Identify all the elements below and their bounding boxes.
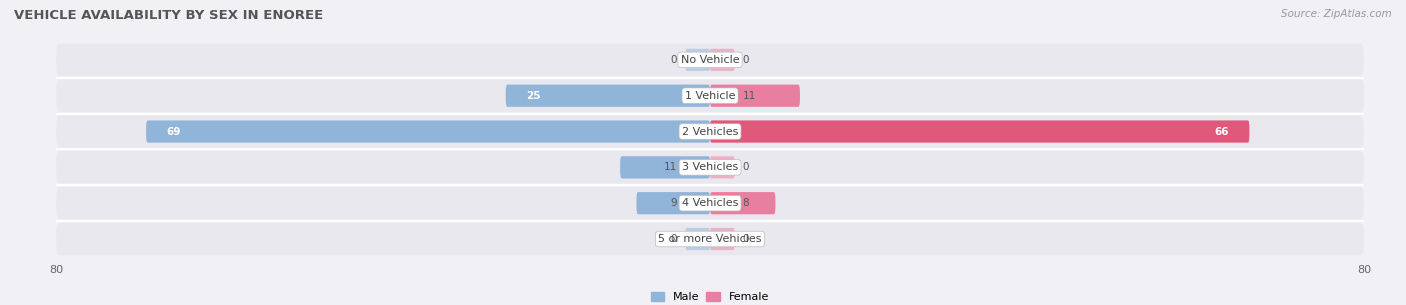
- Text: 0: 0: [671, 234, 678, 244]
- FancyBboxPatch shape: [686, 228, 710, 250]
- Text: 4 Vehicles: 4 Vehicles: [682, 198, 738, 208]
- FancyBboxPatch shape: [56, 44, 1364, 76]
- Text: 66: 66: [1215, 127, 1229, 137]
- Text: VEHICLE AVAILABILITY BY SEX IN ENOREE: VEHICLE AVAILABILITY BY SEX IN ENOREE: [14, 9, 323, 22]
- Text: 0: 0: [671, 55, 678, 65]
- FancyBboxPatch shape: [686, 49, 710, 71]
- Text: 2 Vehicles: 2 Vehicles: [682, 127, 738, 137]
- Text: 0: 0: [742, 234, 749, 244]
- Text: 11: 11: [664, 162, 678, 172]
- Text: 11: 11: [742, 91, 756, 101]
- Text: 69: 69: [166, 127, 181, 137]
- FancyBboxPatch shape: [56, 187, 1364, 219]
- Text: 0: 0: [742, 162, 749, 172]
- FancyBboxPatch shape: [56, 80, 1364, 112]
- FancyBboxPatch shape: [710, 84, 800, 107]
- FancyBboxPatch shape: [56, 115, 1364, 148]
- Text: 0: 0: [742, 55, 749, 65]
- Text: 25: 25: [526, 91, 541, 101]
- Text: 1 Vehicle: 1 Vehicle: [685, 91, 735, 101]
- FancyBboxPatch shape: [56, 151, 1364, 184]
- FancyBboxPatch shape: [710, 120, 1250, 143]
- Text: 3 Vehicles: 3 Vehicles: [682, 162, 738, 172]
- FancyBboxPatch shape: [710, 192, 776, 214]
- FancyBboxPatch shape: [710, 156, 734, 178]
- Legend: Male, Female: Male, Female: [647, 287, 773, 305]
- FancyBboxPatch shape: [637, 192, 710, 214]
- FancyBboxPatch shape: [146, 120, 710, 143]
- Text: 5 or more Vehicles: 5 or more Vehicles: [658, 234, 762, 244]
- Text: 9: 9: [671, 198, 678, 208]
- FancyBboxPatch shape: [710, 228, 734, 250]
- Text: 8: 8: [742, 198, 749, 208]
- FancyBboxPatch shape: [506, 84, 710, 107]
- FancyBboxPatch shape: [56, 223, 1364, 255]
- Text: Source: ZipAtlas.com: Source: ZipAtlas.com: [1281, 9, 1392, 19]
- FancyBboxPatch shape: [620, 156, 710, 178]
- FancyBboxPatch shape: [710, 49, 734, 71]
- Text: No Vehicle: No Vehicle: [681, 55, 740, 65]
